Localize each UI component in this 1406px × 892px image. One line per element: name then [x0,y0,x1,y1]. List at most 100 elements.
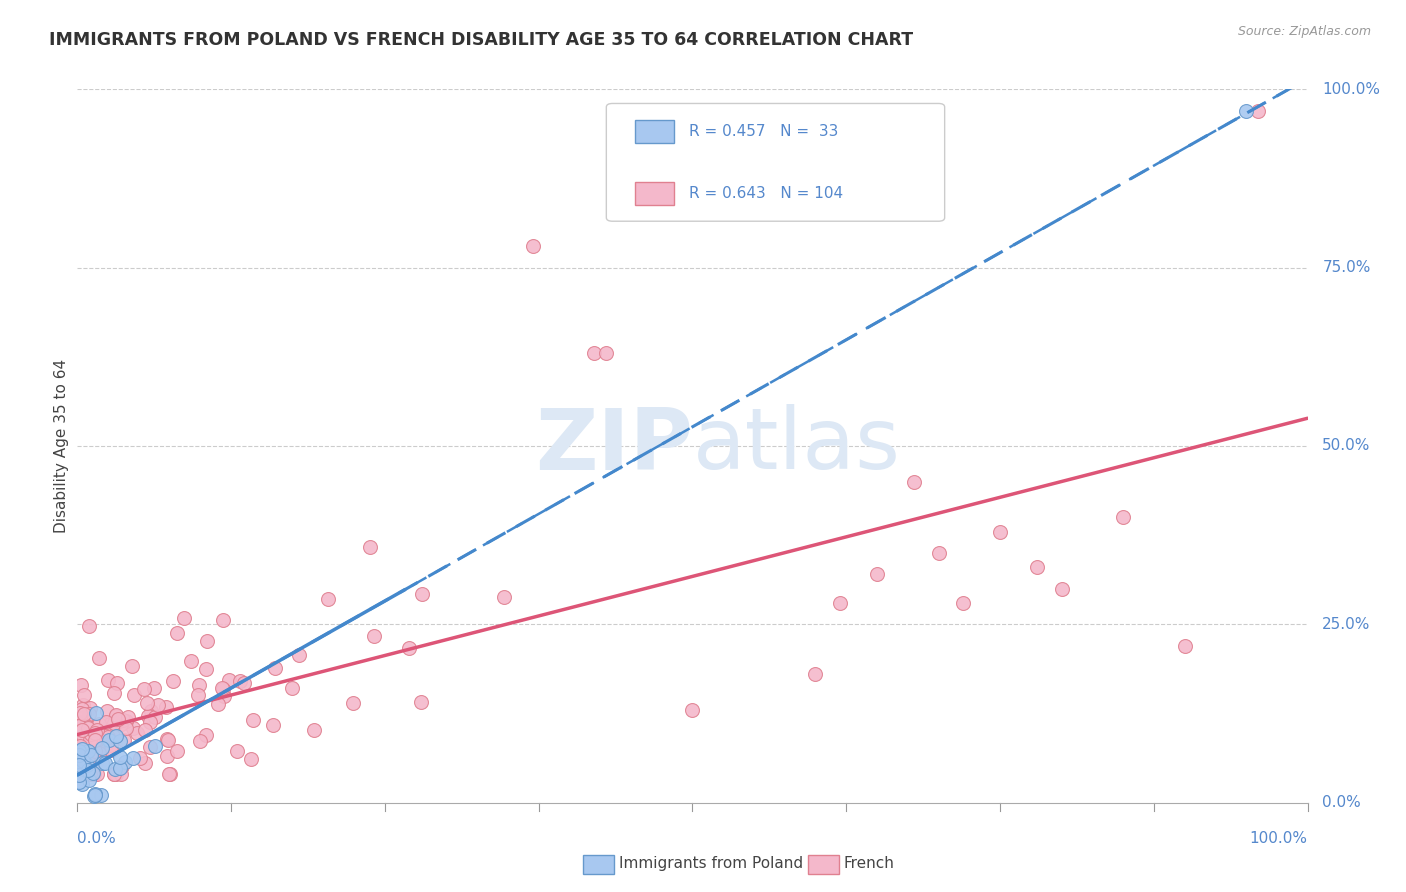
Point [187,688,209,702]
Point [159,767,181,781]
Point [173,611,195,625]
Point [101,729,124,743]
Point [67,775,90,789]
Point [90,788,112,802]
Point [97,673,120,687]
Point [212,681,235,696]
Point [86,723,108,738]
Point [90,745,112,759]
Point [114,755,136,769]
Point [187,678,209,692]
Point [84,726,107,740]
Point [67,744,90,758]
Point [218,673,240,687]
Point [830,596,852,610]
Point [87,746,110,760]
Point [69,767,91,781]
Point [70,702,93,716]
Text: Source: ZipAtlas.com: Source: ZipAtlas.com [1237,25,1371,38]
Point [94,715,117,730]
Point [122,721,145,735]
Point [1026,560,1049,574]
Point [72,698,94,712]
Point [156,732,179,747]
Point [72,723,94,738]
Point [90,741,112,756]
Point [195,663,218,677]
Point [138,708,160,723]
Point [84,733,107,747]
Point [134,756,156,771]
Point [73,716,96,731]
Point [69,733,91,747]
Point [79,773,101,788]
Point [86,754,108,768]
Point [928,546,950,560]
Point [89,717,111,731]
Point [157,767,180,781]
Point [108,750,131,764]
Point [83,767,105,781]
Bar [634,120,673,143]
Point [302,723,325,738]
Point [156,732,179,747]
Point [229,673,252,688]
Point [101,714,124,729]
Text: 50.0%: 50.0% [1323,439,1371,453]
Point [94,729,117,743]
Point [93,756,115,770]
Bar [634,182,673,205]
Point [107,713,129,727]
Point [82,766,104,780]
Point [86,749,108,764]
Point [82,767,104,781]
Text: 100.0%: 100.0% [1250,831,1308,847]
Point [682,703,704,717]
Point [90,756,112,770]
Point [281,681,304,695]
Point [86,767,108,781]
Point [492,590,515,604]
Point [79,767,101,781]
Point [73,714,96,728]
Point [122,751,145,765]
Point [264,661,287,675]
Point [242,713,264,727]
Point [84,734,107,748]
Point [77,618,100,632]
Point [79,706,101,721]
Point [84,744,107,758]
Point [288,648,311,662]
Point [89,651,111,665]
Point [148,698,170,713]
Point [69,764,91,779]
Point [143,739,166,753]
Point [67,758,90,772]
Text: 100.0%: 100.0% [1323,82,1381,96]
Point [77,764,100,778]
Point [69,706,91,720]
Point [139,704,162,718]
FancyBboxPatch shape [606,103,945,221]
Point [69,677,91,691]
Point [72,754,94,768]
Point [1050,582,1073,596]
Point [262,718,284,732]
Point [96,704,118,718]
Point [105,708,128,723]
Point [409,695,432,709]
Point [80,727,103,741]
Text: 0.0%: 0.0% [77,831,117,847]
Point [117,710,139,724]
Text: IMMIGRANTS FROM POLAND VS FRENCH DISABILITY AGE 35 TO 64 CORRELATION CHART: IMMIGRANTS FROM POLAND VS FRENCH DISABIL… [49,31,914,49]
Point [124,688,146,702]
Point [952,596,974,610]
Point [359,540,381,554]
Point [82,752,104,766]
Point [77,721,100,735]
Point [73,734,96,748]
Text: ZIP: ZIP [534,404,693,488]
Point [69,739,91,753]
Point [188,734,211,748]
Point [104,730,127,744]
